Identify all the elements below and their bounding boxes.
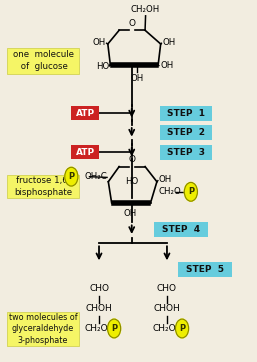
Text: STEP  2: STEP 2 [167, 128, 205, 137]
Text: STEP  1: STEP 1 [167, 109, 205, 118]
Text: OH: OH [163, 38, 176, 47]
FancyBboxPatch shape [160, 106, 212, 121]
Text: O: O [128, 155, 136, 164]
FancyBboxPatch shape [7, 312, 79, 346]
Circle shape [65, 167, 78, 186]
Text: one  molecule
 of  glucose: one molecule of glucose [13, 50, 74, 71]
Text: STEP  3: STEP 3 [167, 148, 205, 157]
FancyBboxPatch shape [7, 175, 79, 198]
Text: P: P [179, 324, 185, 333]
Circle shape [108, 319, 121, 338]
Text: HO: HO [96, 62, 109, 71]
Text: HO: HO [125, 177, 138, 185]
Text: fructose 1,6-
bisphosphate: fructose 1,6- bisphosphate [14, 176, 72, 197]
FancyBboxPatch shape [160, 144, 212, 160]
Text: STEP  4: STEP 4 [162, 225, 200, 234]
Text: ATP: ATP [76, 148, 95, 157]
FancyBboxPatch shape [7, 47, 79, 73]
Text: CHO: CHO [89, 284, 109, 293]
Text: OH: OH [93, 38, 106, 47]
Text: two molecules of
glyceraldehyde
3-phosphate: two molecules of glyceraldehyde 3-phosph… [9, 312, 77, 345]
Text: OH₂C: OH₂C [84, 172, 107, 181]
Text: P: P [68, 172, 74, 181]
FancyBboxPatch shape [71, 106, 99, 121]
Text: P: P [188, 187, 194, 196]
FancyBboxPatch shape [154, 222, 208, 237]
Text: OH: OH [159, 176, 172, 184]
Circle shape [184, 182, 197, 201]
FancyBboxPatch shape [178, 262, 232, 277]
Text: OH: OH [124, 209, 137, 218]
Text: O: O [128, 19, 136, 28]
Text: ATP: ATP [76, 109, 95, 118]
Text: CHO: CHO [157, 284, 177, 293]
Text: STEP  5: STEP 5 [186, 265, 224, 274]
Text: CH₂O: CH₂O [158, 187, 181, 196]
Text: CH₂O: CH₂O [152, 324, 176, 333]
Text: CHOH: CHOH [86, 304, 112, 313]
Text: CH₂OH: CH₂OH [131, 5, 160, 14]
Text: CH₂O: CH₂O [84, 324, 108, 333]
Circle shape [176, 319, 189, 338]
FancyBboxPatch shape [160, 125, 212, 140]
Text: OH: OH [160, 62, 173, 71]
Text: CHOH: CHOH [154, 304, 180, 313]
Text: OH: OH [130, 73, 143, 83]
Text: P: P [111, 324, 117, 333]
FancyBboxPatch shape [71, 145, 99, 159]
